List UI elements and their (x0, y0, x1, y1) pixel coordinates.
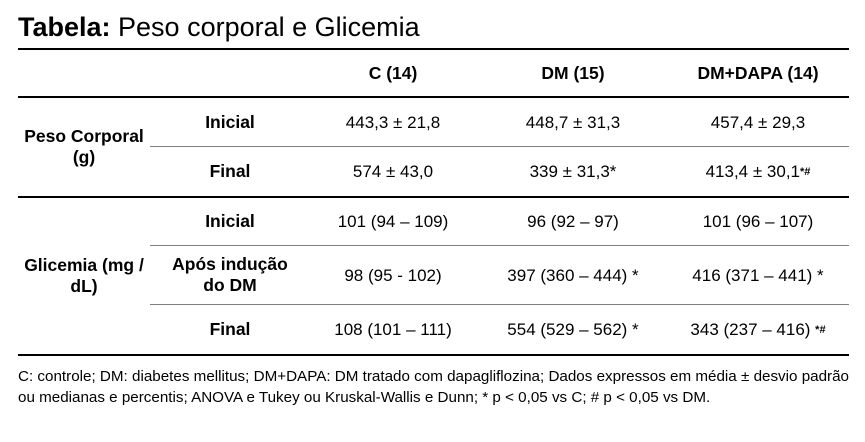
cell-peso-inicial-dm-dapa: 457,4 ± 29,3 (710, 112, 806, 132)
cell-value: 413,4 ± 30,1 (705, 162, 800, 181)
cell-value: 343 (237 – 416) (690, 320, 816, 339)
group-rule (18, 196, 849, 198)
cell-glicemia-final-dm-dapa: 343 (237 – 416) *# (690, 320, 826, 339)
row-divider (150, 146, 849, 147)
row-label-glicemia-apos-inducao: Após indução do DM (172, 254, 288, 295)
cell-glicemia-apos-c: 98 (95 - 102) (344, 265, 442, 285)
cell-glicemia-inicial-dm-dapa: 101 (96 – 107) (702, 212, 814, 231)
cell-glicemia-final-c: 108 (101 – 111) (334, 320, 452, 339)
group-label-peso-corporal: Peso Corporal (g) (24, 126, 144, 167)
table-footnote: C: controle; DM: diabetes mellitus; DM+D… (18, 368, 849, 406)
cell-peso-final-c: 574 ± 43,0 (352, 162, 434, 181)
cell-glicemia-apos-dm-dapa: 416 (371 – 441) * (692, 265, 824, 285)
data-table: C (14) DM (15) DM+DAPA (14) Peso Corpora… (18, 48, 849, 356)
row-label-peso-final: Final (209, 161, 251, 181)
cell-peso-inicial-dm: 448,7 ± 31,3 (525, 112, 621, 132)
row-divider (150, 245, 849, 246)
column-header-dm: DM (15) (541, 62, 605, 83)
group-label-glicemia: Glicemia (mg / dL) (24, 255, 144, 296)
cell-peso-inicial-c: 443,3 ± 21,8 (345, 112, 441, 132)
row-label-glicemia-inicial: Inicial (205, 211, 255, 231)
cell-glicemia-final-dm: 554 (529 – 562) * (507, 320, 639, 339)
row-label-peso-inicial: Inicial (205, 111, 255, 132)
cell-peso-final-dm-dapa: 413,4 ± 30,1 *# (705, 162, 811, 181)
row-divider (150, 304, 849, 305)
table-title-text: Peso corporal e Glicemia (110, 12, 420, 42)
row-label-glicemia-final: Final (209, 319, 251, 339)
cell-glicemia-inicial-dm: 96 (92 – 97) (527, 212, 619, 231)
cell-glicemia-apos-dm: 397 (360 – 444) * (507, 265, 639, 285)
column-header-c: C (14) (368, 62, 418, 83)
cell-glicemia-inicial-c: 101 (94 – 109) (337, 212, 449, 231)
top-rule (18, 48, 849, 50)
header-rule (18, 96, 849, 98)
table-title-prefix: Tabela: (18, 12, 111, 42)
column-header-dm-dapa: DM+DAPA (14) (697, 62, 819, 83)
cell-peso-final-dm: 339 ± 31,3* (529, 162, 617, 181)
table-title: Tabela: Peso corporal e Glicemia (18, 10, 420, 44)
bottom-rule (18, 354, 849, 356)
